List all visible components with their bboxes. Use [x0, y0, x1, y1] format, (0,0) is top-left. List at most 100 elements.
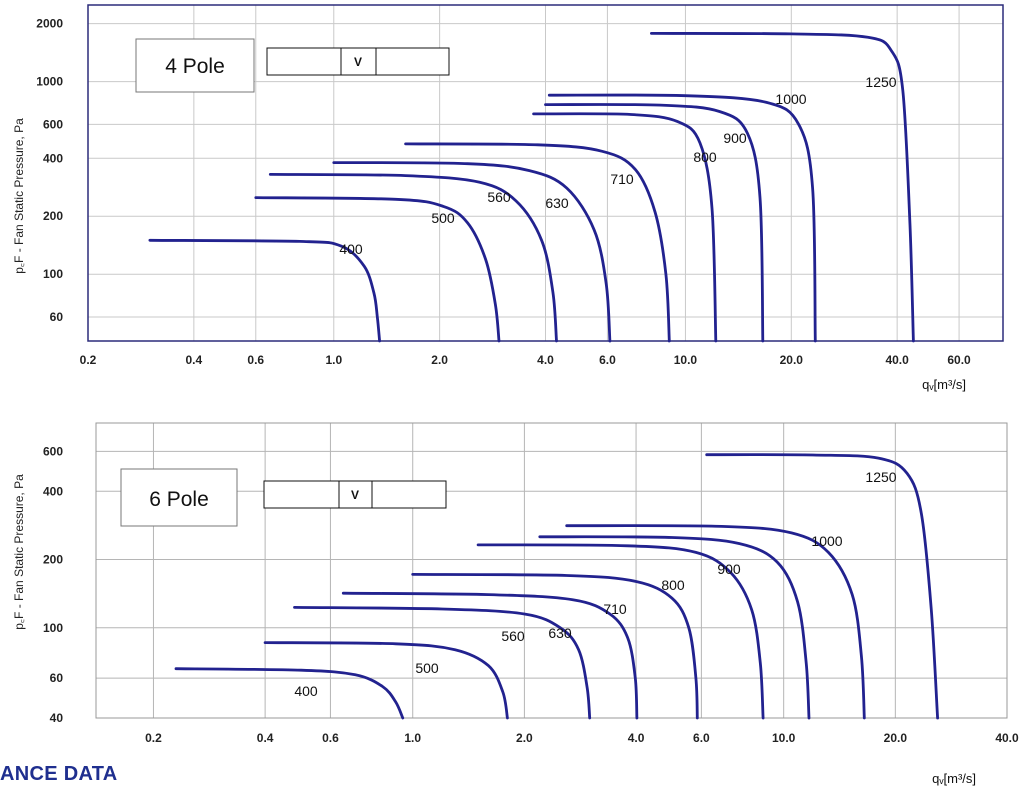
y-tick-label: 100	[43, 621, 63, 635]
x-tick-label: 0.2	[145, 731, 162, 745]
series-line-560	[293, 606, 592, 720]
series-line-630	[341, 591, 639, 720]
chart-title: 4 Pole	[165, 55, 225, 78]
curve-label-1000: 1000	[775, 91, 806, 107]
x-tick-label: 20.0	[884, 731, 908, 745]
x-axis-label: qᵥ[m³/s]	[922, 377, 966, 392]
y-tick-label: 1000	[36, 75, 63, 89]
y-tick-label: 400	[43, 484, 63, 498]
direction-indicator: V	[263, 480, 447, 509]
x-tick-label: 40.0	[995, 731, 1019, 745]
curve-label-630: 630	[548, 625, 572, 641]
x-tick-label: 0.4	[186, 353, 203, 367]
curve-label-710: 710	[603, 601, 627, 617]
y-tick-label: 200	[43, 209, 63, 223]
curve-label-630: 630	[545, 195, 569, 211]
y-tick-label: 600	[43, 444, 63, 458]
y-tick-label: 60	[50, 671, 64, 685]
grid	[96, 423, 1008, 719]
series-line-800	[532, 112, 718, 343]
series-line-500	[254, 196, 501, 343]
series-line-400	[148, 238, 381, 343]
grid	[87, 5, 1003, 341]
curve-label-900: 900	[723, 130, 747, 146]
y-tick-label: 100	[43, 267, 63, 281]
curve-label-560: 560	[487, 189, 511, 205]
y-tick-label: 60	[50, 310, 64, 324]
series-line-710	[404, 142, 671, 343]
x-tick-label: 2.0	[431, 353, 448, 367]
x-tick-label: 6.0	[599, 353, 616, 367]
y-tick-label: 600	[43, 117, 63, 131]
curve-label-560: 560	[501, 628, 525, 644]
curve-label-1000: 1000	[811, 533, 842, 549]
curve-label-400: 400	[294, 683, 318, 699]
x-tick-label: 0.4	[257, 731, 274, 745]
series-line-900	[538, 535, 811, 720]
curve-label-1250: 1250	[865, 74, 896, 90]
curve-label-1250: 1250	[865, 469, 896, 485]
indicator-symbol: V	[351, 488, 359, 502]
x-tick-labels: 0.2 0.4 0.6 1.0 2.0 4.0 6.0 10.0 20.0 40.0	[145, 731, 1019, 745]
x-tick-label: 40.0	[885, 353, 909, 367]
y-tick-labels: 60 100 200 400 600 1000 2000	[36, 17, 63, 324]
curve-label-710: 710	[610, 171, 634, 187]
title-box: 4 Pole	[135, 38, 255, 93]
curve-label-500: 500	[431, 210, 455, 226]
x-tick-label: 10.0	[674, 353, 698, 367]
direction-indicator: V	[266, 47, 450, 76]
y-tick-label: 200	[43, 553, 63, 567]
curve-label-800: 800	[693, 149, 717, 165]
curve-labels: 400 500 560 630 710 800 900 1000 1250	[339, 74, 896, 257]
series-group	[148, 32, 915, 343]
y-tick-labels: 40 60 100 200 400 600	[43, 444, 63, 725]
y-tick-label: 2000	[36, 17, 63, 31]
x-tick-label: 1.0	[325, 353, 342, 367]
plot-frame	[87, 4, 1004, 342]
x-tick-label: 10.0	[772, 731, 796, 745]
series-line-1000	[565, 524, 866, 720]
indicator-symbol: V	[354, 55, 362, 69]
x-tick-labels: 0.2 0.4 0.6 1.0 2.0 4.0 6.0 10.0 20.0 40.0 60.0	[80, 353, 971, 367]
series-line-710	[411, 573, 699, 720]
x-tick-label: 0.6	[247, 353, 264, 367]
title-box-frame	[135, 38, 255, 93]
y-tick-label: 40	[50, 711, 64, 725]
chart-title: 6 Pole	[149, 488, 209, 511]
series-line-1250	[650, 32, 915, 343]
title-box: 6 Pole	[120, 468, 238, 527]
y-axis-label: p꜀F - Fan Static Pressure, Pa	[12, 118, 26, 274]
plot-frame	[95, 422, 1008, 719]
x-tick-label: 60.0	[947, 353, 971, 367]
curve-label-400: 400	[339, 241, 363, 257]
series-line-800	[476, 543, 765, 720]
chart-4-pole: 0.2 0.4 0.6 1.0 2.0 4.0 6.0 10.0 20.0 40.0 60.0 60…	[12, 4, 1004, 392]
curve-labels: 400 500 560 630 710 800 900 1000 1250	[294, 469, 896, 699]
curve-label-900: 900	[717, 561, 741, 577]
indicator-frame	[263, 480, 447, 509]
series-line-900	[544, 103, 765, 343]
indicator-frame	[266, 47, 450, 76]
section-footer-text: ANCE DATA	[0, 763, 118, 785]
x-tick-label: 4.0	[628, 731, 645, 745]
y-axis-label: p꜀F - Fan Static Pressure, Pa	[12, 474, 26, 630]
curve-label-500: 500	[415, 660, 439, 676]
x-tick-label: 6.0	[693, 731, 710, 745]
series-line-500	[263, 641, 509, 720]
series-line-560	[268, 173, 558, 343]
x-tick-label: 20.0	[780, 353, 804, 367]
y-tick-label: 400	[43, 151, 63, 165]
x-axis-label: qᵥ[m³/s]	[932, 771, 976, 786]
series-line-1250	[705, 453, 939, 720]
chart-6-pole: 0.2 0.4 0.6 1.0 2.0 4.0 6.0 10.0 20.0 40.0 40 60 10…	[12, 422, 1019, 786]
series-line-630	[332, 161, 612, 343]
x-tick-label: 0.2	[80, 353, 97, 367]
x-tick-label: 4.0	[537, 353, 554, 367]
series-line-1000	[547, 93, 817, 343]
curve-label-800: 800	[661, 577, 685, 593]
series-group	[174, 453, 939, 720]
title-box-frame	[120, 468, 238, 527]
x-tick-label: 1.0	[404, 731, 421, 745]
x-tick-label: 0.6	[322, 731, 339, 745]
